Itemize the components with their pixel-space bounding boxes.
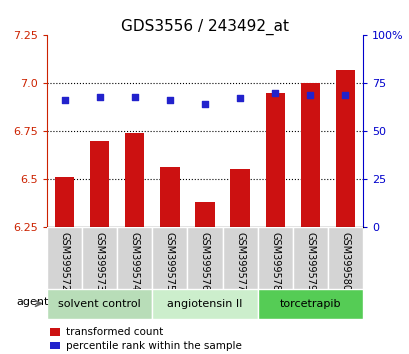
Point bbox=[166, 98, 173, 103]
Text: GSM399579: GSM399579 bbox=[304, 232, 315, 291]
Bar bbox=[335, 70, 354, 227]
Text: GSM399572: GSM399572 bbox=[60, 232, 70, 291]
Text: GSM399573: GSM399573 bbox=[94, 232, 105, 291]
Bar bbox=[222, 227, 257, 289]
Bar bbox=[117, 227, 152, 289]
Point bbox=[96, 94, 103, 99]
Text: GSM399575: GSM399575 bbox=[164, 232, 175, 291]
Bar bbox=[82, 227, 117, 289]
Bar bbox=[90, 141, 109, 227]
Text: torcetrapib: torcetrapib bbox=[279, 298, 340, 309]
Bar bbox=[50, 328, 60, 336]
Text: angiotensin II: angiotensin II bbox=[167, 298, 242, 309]
Bar bbox=[230, 169, 249, 227]
Bar bbox=[50, 342, 60, 349]
Bar bbox=[327, 227, 362, 289]
Point bbox=[61, 98, 68, 103]
Title: GDS3556 / 243492_at: GDS3556 / 243492_at bbox=[121, 19, 288, 35]
Bar bbox=[292, 227, 327, 289]
Bar bbox=[55, 177, 74, 227]
Bar bbox=[265, 93, 284, 227]
Bar bbox=[125, 133, 144, 227]
Text: GSM399580: GSM399580 bbox=[339, 232, 349, 291]
Point bbox=[271, 90, 278, 96]
Bar bbox=[152, 227, 187, 289]
Text: transformed count: transformed count bbox=[66, 327, 163, 337]
Point bbox=[306, 92, 313, 97]
Text: GSM399576: GSM399576 bbox=[200, 232, 209, 291]
Text: agent: agent bbox=[16, 297, 49, 307]
Point bbox=[236, 96, 243, 101]
Point bbox=[201, 101, 208, 107]
Bar bbox=[187, 227, 222, 289]
Bar bbox=[300, 83, 319, 227]
Text: GSM399574: GSM399574 bbox=[130, 232, 139, 291]
Text: GSM399577: GSM399577 bbox=[234, 232, 245, 291]
Bar bbox=[257, 227, 292, 289]
Point bbox=[131, 94, 138, 99]
Bar bbox=[47, 227, 82, 289]
Text: percentile rank within the sample: percentile rank within the sample bbox=[66, 341, 241, 350]
Point bbox=[341, 92, 348, 97]
Text: solvent control: solvent control bbox=[58, 298, 141, 309]
Bar bbox=[47, 289, 152, 319]
Text: GSM399578: GSM399578 bbox=[270, 232, 279, 291]
Bar bbox=[195, 202, 214, 227]
Bar bbox=[257, 289, 362, 319]
Bar bbox=[152, 289, 257, 319]
Bar bbox=[160, 167, 179, 227]
